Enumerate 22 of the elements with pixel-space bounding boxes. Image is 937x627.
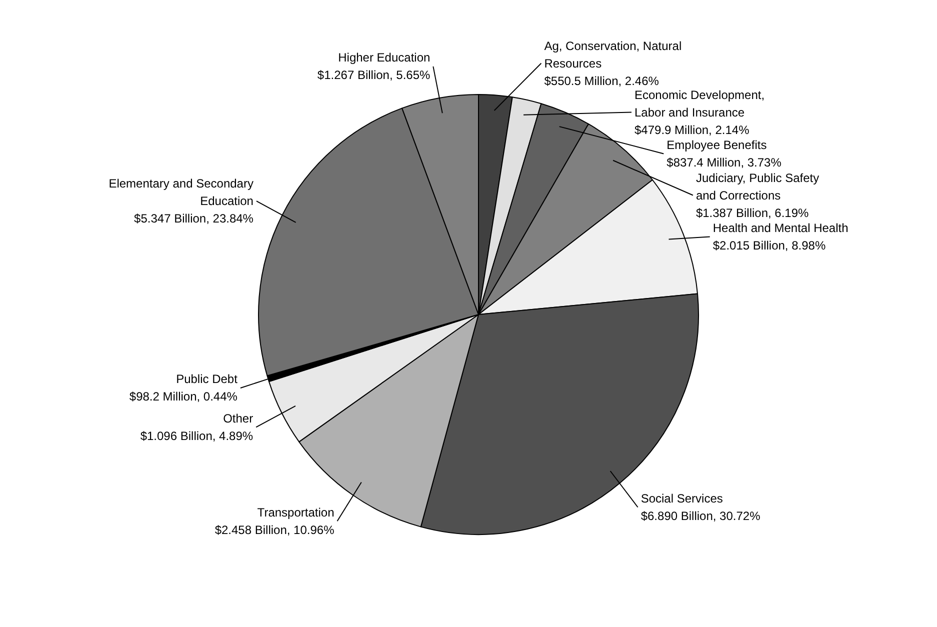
slice-label: Ag, Conservation, Natural Resources bbox=[544, 38, 682, 70]
data-label: $1.096 Billion, 4.89% bbox=[140, 428, 254, 443]
slice-label: Elementary and Secondary Education bbox=[108, 176, 254, 208]
data-label: $1.387 Billion, 6.19% bbox=[696, 206, 810, 220]
slice-label: Transportation bbox=[257, 505, 334, 520]
data-label: $6.890 Billion, 30.72% bbox=[640, 509, 761, 523]
data-label: $2.015 Billion, 8.98% bbox=[712, 238, 826, 252]
slice-label: Other bbox=[223, 411, 254, 426]
data-label: $1.267 Billion, 5.65% bbox=[317, 68, 430, 82]
slice-label: Economic Development, Labor and Insurance bbox=[634, 88, 765, 120]
slice-label: Employee Benefits bbox=[666, 138, 767, 152]
data-label: $2.458 Billion, 10.96% bbox=[214, 522, 335, 537]
data-label: $837.4 Million, 3.73% bbox=[666, 156, 782, 170]
slice-label: Higher Education bbox=[338, 50, 430, 65]
data-label: $479.9 Million, 2.14% bbox=[634, 122, 750, 137]
data-label: $98.2 Million, 0.44% bbox=[129, 390, 238, 404]
data-label: $550.5 Million, 2.46% bbox=[544, 74, 660, 88]
slice-label: Social Services bbox=[640, 492, 723, 506]
slice-label: Public Debt bbox=[176, 372, 238, 386]
slice-label: Health and Mental Health bbox=[712, 221, 848, 235]
data-label: $5.347 Billion, 23.84% bbox=[134, 212, 254, 226]
slice-label: Judiciary, Public Safety and Corrections bbox=[696, 170, 820, 202]
